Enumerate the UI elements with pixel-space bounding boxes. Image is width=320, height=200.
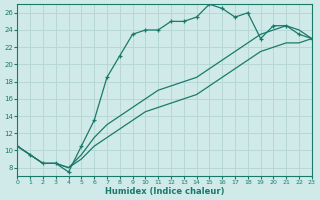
X-axis label: Humidex (Indice chaleur): Humidex (Indice chaleur) <box>105 187 224 196</box>
